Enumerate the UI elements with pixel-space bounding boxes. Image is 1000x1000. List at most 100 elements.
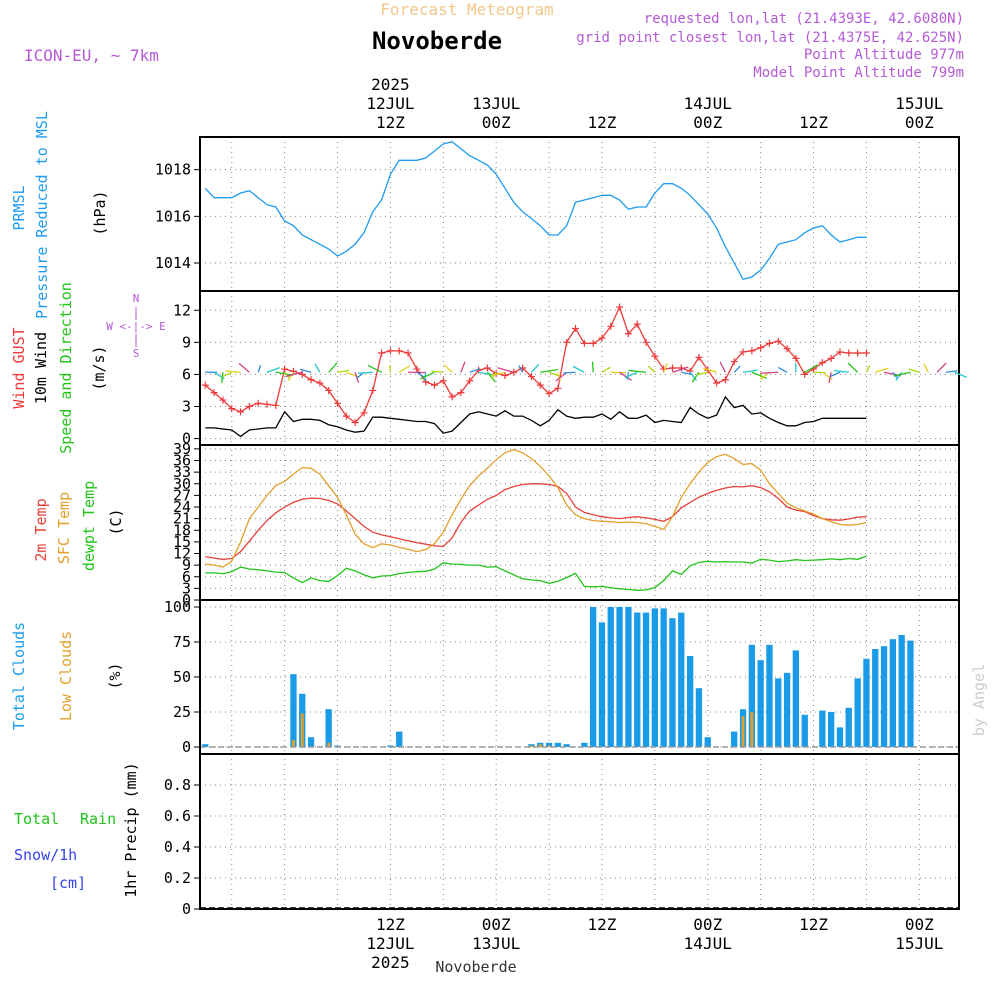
- total-cloud-bar: [863, 658, 870, 747]
- total-cloud-bar: [792, 650, 799, 747]
- gust-marker: [289, 367, 297, 375]
- wind-arrow: [314, 363, 321, 373]
- wind-arrow: [672, 366, 689, 373]
- y-tick-label: 0.4: [164, 838, 191, 856]
- y-tick-label: 1014: [155, 254, 191, 272]
- time-label: 00Z: [905, 113, 934, 132]
- wind-arrow: [221, 372, 224, 384]
- time-label: 00Z: [482, 113, 511, 132]
- gust-marker: [307, 376, 315, 384]
- wind-frame: [199, 290, 960, 446]
- gust-marker: [748, 347, 756, 355]
- gust-marker: [501, 371, 509, 379]
- gust-marker: [783, 345, 791, 353]
- time-label: 14JUL: [684, 94, 732, 113]
- wind-arrow: [398, 365, 410, 373]
- pressure-panel: 1014 1016 1018: [155, 136, 960, 292]
- time-label: 13JUL: [472, 94, 520, 113]
- total-cloud-bar: [563, 744, 570, 747]
- total-cloud-bar: [757, 660, 764, 747]
- time-label: 12Z: [376, 113, 405, 132]
- pressure-line: [204, 140, 867, 281]
- total-cloud-bar: [731, 731, 738, 747]
- y-tick-label: 3: [182, 579, 191, 597]
- low-cloud-bar: [300, 713, 304, 747]
- wind-arrow: [257, 365, 262, 373]
- total-cloud-bar: [598, 622, 606, 747]
- y-tick-label: 100: [164, 598, 191, 616]
- gust-marker: [342, 412, 350, 420]
- wind-arrow: [936, 362, 947, 373]
- gust-marker: [739, 348, 747, 356]
- gust-marker: [536, 381, 544, 389]
- total-cloud-bar: [607, 607, 614, 747]
- compass-we: W <-|-> E: [106, 320, 166, 333]
- wind-gust-label: Wind GUST: [10, 327, 28, 408]
- gridpoint-coords: grid point closest lon,lat (21.4375E, 42…: [576, 30, 964, 46]
- wind-arrow: [908, 368, 920, 373]
- gust-marker: [404, 349, 412, 357]
- temp-2m-label: 2m Temp: [32, 498, 50, 561]
- gust-marker: [386, 347, 394, 355]
- y-tick-label: 0: [182, 430, 191, 448]
- gust-marker: [439, 377, 447, 385]
- low-cloud-bar: [292, 740, 295, 747]
- pressure-label-prmsl: PRMSL: [10, 185, 28, 230]
- gust-marker: [774, 337, 782, 345]
- time-label: 00Z: [905, 915, 934, 934]
- wind-arrow: [530, 363, 540, 373]
- wind-gust-line: [204, 305, 867, 424]
- y-tick-label: 12: [173, 545, 191, 563]
- wind-arrow: [923, 363, 929, 373]
- y-tick-label: 3: [182, 398, 191, 416]
- gust-marker: [237, 408, 245, 416]
- gust-marker: [792, 354, 800, 362]
- low-cloud-bar: [741, 716, 745, 747]
- gust-marker: [466, 377, 474, 385]
- gust-marker: [369, 386, 377, 394]
- wind-arrow: [490, 371, 506, 377]
- clouds-low-label: Low Clouds: [57, 631, 75, 721]
- precipitation-frame: [199, 753, 960, 910]
- gust-marker: [483, 364, 491, 372]
- y-tick-label: 6: [182, 365, 191, 383]
- wind-arrow: [591, 361, 594, 373]
- gust-marker: [642, 338, 650, 346]
- wind-arrow: [540, 369, 558, 373]
- wind-arrow: [357, 371, 373, 375]
- wind-arrow: [491, 371, 497, 380]
- gust-marker: [836, 348, 844, 356]
- total-cloud-bar: [202, 744, 209, 747]
- total-cloud-bar: [766, 644, 773, 747]
- gust-marker: [413, 365, 421, 373]
- gust-marker: [360, 409, 368, 417]
- gust-marker: [616, 303, 624, 311]
- gust-marker: [572, 324, 580, 332]
- compass-s: S: [133, 347, 140, 360]
- wind-arrow: [548, 371, 560, 377]
- total-cloud-bar: [687, 656, 694, 747]
- wind-arrow: [238, 362, 250, 373]
- wind-10m-label: 10m Wind: [32, 332, 50, 404]
- gust-marker: [210, 389, 218, 397]
- clouds-unit: (%): [106, 662, 124, 689]
- credit-watermark: by Angel: [970, 664, 988, 736]
- y-tick-label: 25: [173, 703, 191, 721]
- y-tick-label: 15: [173, 533, 191, 551]
- wind-arrow: [431, 370, 444, 373]
- pressure-unit: (hPa): [91, 190, 109, 235]
- wind-arrow: [337, 369, 350, 373]
- gust-marker: [245, 403, 253, 410]
- total-cloud-bar: [845, 707, 852, 747]
- 10m-wind-line: [205, 395, 867, 438]
- gust-marker: [457, 389, 465, 397]
- y-tick-label: 0: [182, 591, 191, 609]
- wind-arrow: [689, 371, 697, 381]
- gust-marker: [228, 405, 236, 413]
- time-label: 12Z: [588, 113, 617, 132]
- total-cloud-bar: [836, 727, 844, 747]
- wind-arrow: [555, 371, 568, 382]
- y-tick-label: 1018: [155, 161, 191, 179]
- wind-arrow: [225, 370, 241, 373]
